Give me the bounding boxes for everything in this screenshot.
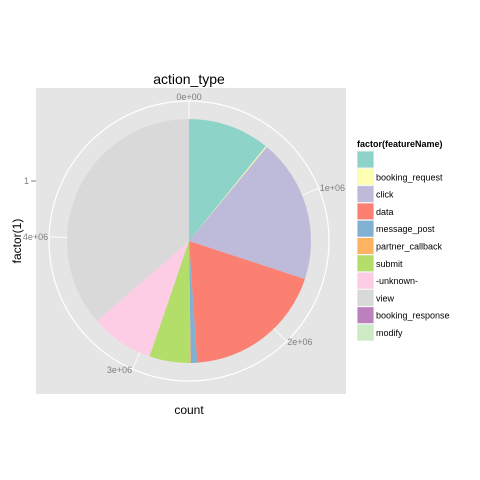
radial-tick-label: 3e+06 — [107, 365, 132, 375]
radial-tick-label: 2e+06 — [287, 337, 312, 347]
pie-slice-data — [189, 241, 305, 363]
pie-slice-partner-callback — [189, 241, 191, 363]
radial-tick-label: 1e+06 — [320, 183, 345, 193]
radial-tick-labels: 0e+00 1e+06 2e+06 3e+06 4e+06 — [23, 92, 345, 375]
legend-label: -unknown- — [376, 276, 418, 286]
legend-label: submit — [376, 259, 403, 269]
legend-swatch — [357, 272, 374, 289]
legend-swatch — [357, 289, 374, 306]
legend-label: partner_callback — [376, 242, 443, 252]
radial-tick-label: 4e+06 — [23, 232, 48, 242]
y-axis-title: factor(1) — [10, 219, 24, 264]
chart-title: action_type — [153, 71, 225, 87]
legend-swatch — [357, 168, 374, 185]
pie-slice-blank — [189, 119, 266, 241]
legend-swatch — [357, 307, 374, 324]
legend-swatch — [357, 324, 374, 341]
legend-title: factor(featureName) — [357, 139, 443, 149]
pie-slice-unknown — [96, 241, 189, 357]
legend-label: message_post — [376, 224, 435, 234]
y-tick-label: 1 — [24, 176, 29, 186]
pie-slice-click — [189, 147, 311, 280]
legend-swatch — [357, 186, 374, 203]
pie-slice-message-post — [189, 241, 198, 363]
radial-tick-label: 0e+00 — [176, 92, 201, 102]
legend-swatch — [357, 203, 374, 220]
legend-label: click — [376, 190, 394, 200]
legend-swatch — [357, 255, 374, 272]
legend-label: view — [376, 293, 395, 303]
pie-slice-view — [66, 119, 189, 321]
legend-label: modify — [376, 328, 403, 338]
legend-label: data — [376, 207, 394, 217]
x-axis-title: count — [174, 403, 204, 417]
pie-slices — [66, 118, 311, 364]
legend-label: booking_response — [376, 311, 450, 321]
legend-swatch — [357, 238, 374, 254]
pie-slice-booking-request — [189, 146, 267, 241]
pie-slice-submit — [149, 241, 191, 364]
legend: factor(featureName) booking_requestclick… — [357, 139, 450, 341]
legend-swatch — [357, 151, 374, 168]
legend-label: booking_request — [376, 172, 443, 182]
legend-swatch — [357, 220, 374, 237]
